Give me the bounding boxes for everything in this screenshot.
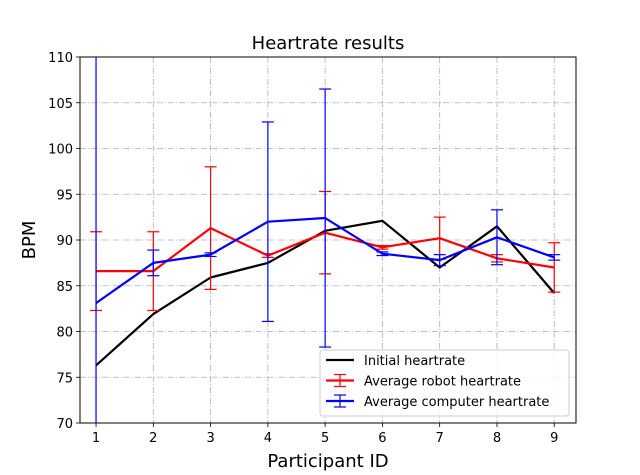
chart-title: Heartrate results bbox=[252, 33, 405, 54]
y-tick-label: 100 bbox=[48, 143, 73, 158]
y-tick-label: 80 bbox=[56, 326, 73, 341]
axis-ticks: 1 2 3 4 5 6 7 8 9 70 75 80 85 90 95 100 105 110 bbox=[48, 51, 558, 446]
x-tick-label: 8 bbox=[493, 431, 501, 446]
series-3 bbox=[95, 57, 561, 423]
x-axis-label: Participant ID bbox=[267, 451, 388, 472]
y-tick-label: 90 bbox=[56, 234, 73, 249]
y-axis-label: BPM bbox=[19, 221, 40, 260]
x-tick-label: 9 bbox=[550, 431, 558, 446]
legend-label: Average computer heartrate bbox=[364, 395, 549, 410]
y-tick-label: 70 bbox=[56, 417, 73, 432]
series-line bbox=[95, 216, 555, 305]
y-tick-label: 85 bbox=[56, 280, 73, 295]
legend-label: Average robot heartrate bbox=[364, 375, 521, 390]
legend: Initial heartrate Average robot heartrate… bbox=[319, 349, 570, 417]
y-tick-label: 75 bbox=[56, 371, 73, 386]
y-tick-label: 95 bbox=[56, 188, 73, 203]
x-tick-label: 7 bbox=[436, 431, 444, 446]
x-tick-label: 3 bbox=[206, 431, 214, 446]
y-tick-label: 110 bbox=[48, 51, 73, 66]
series-layer bbox=[90, 57, 561, 423]
y-tick-label: 105 bbox=[48, 97, 73, 112]
x-tick-label: 1 bbox=[92, 431, 100, 446]
x-tick-label: 6 bbox=[378, 431, 386, 446]
x-tick-label: 2 bbox=[149, 431, 157, 446]
x-tick-label: 5 bbox=[321, 431, 329, 446]
legend-label: Initial heartrate bbox=[364, 354, 465, 369]
x-tick-label: 4 bbox=[264, 431, 272, 446]
legend-box bbox=[319, 349, 570, 417]
